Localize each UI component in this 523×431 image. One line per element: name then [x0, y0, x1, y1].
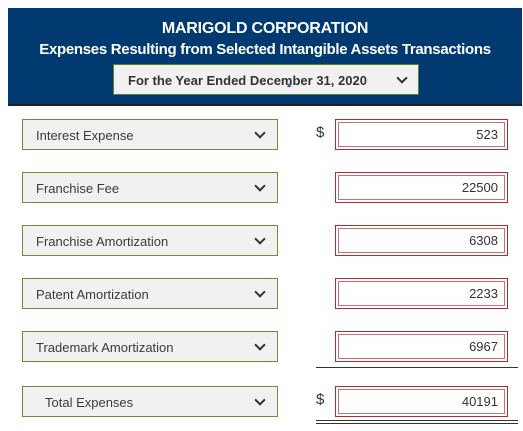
chevron-down-icon	[254, 394, 266, 406]
amount-input[interactable]: 523	[335, 119, 508, 150]
amount-value: 6308	[469, 233, 498, 248]
chevron-down-icon	[396, 72, 408, 84]
amount-input[interactable]: 2233	[335, 278, 508, 309]
line-item-row: Franchise Amortization 6308	[0, 225, 523, 261]
line-item-select[interactable]: Franchise Fee	[22, 172, 278, 203]
total-label: Total Expenses	[45, 395, 134, 410]
amount-input-inner	[338, 228, 505, 253]
line-item-row: Patent Amortization 2233	[0, 278, 523, 314]
currency-symbol: $	[316, 124, 325, 141]
period-select[interactable]: For the Year Ended December 31, 2020	[113, 64, 419, 95]
statement-title: Expenses Resulting from Selected Intangi…	[39, 41, 491, 58]
amount-input[interactable]: 22500	[335, 172, 508, 203]
double-rule-bottom	[316, 423, 518, 424]
statement-header: MARIGOLD CORPORATION Expenses Resulting …	[8, 8, 522, 106]
line-item-row: Franchise Fee 22500	[0, 172, 523, 208]
amount-input-inner	[338, 175, 505, 200]
line-item-select[interactable]: Interest Expense	[22, 119, 278, 150]
line-item-select[interactable]: Franchise Amortization	[22, 225, 278, 256]
amount-value: 6967	[469, 339, 498, 354]
currency-symbol: $	[316, 391, 325, 408]
double-rule-top	[316, 420, 518, 421]
period-select-value: For the Year Ended December 31, 2020	[128, 73, 367, 88]
chevron-down-icon	[254, 180, 266, 192]
amount-value: 22500	[461, 180, 498, 195]
total-select[interactable]: Total Expenses	[22, 386, 278, 417]
line-item-select[interactable]: Patent Amortization	[22, 278, 278, 309]
chevron-down-icon	[254, 286, 266, 298]
line-item-row: Interest Expense $ 523	[0, 119, 523, 155]
amount-input[interactable]: 6308	[335, 225, 508, 256]
line-item-label: Patent Amortization	[36, 287, 149, 302]
line-item-select[interactable]: Trademark Amortization	[22, 331, 278, 362]
subtotal-rule	[316, 367, 518, 368]
amount-input-inner	[338, 389, 505, 414]
company-name: MARIGOLD CORPORATION	[161, 20, 369, 37]
chevron-down-icon	[254, 127, 266, 139]
amount-input[interactable]: 6967	[335, 331, 508, 362]
amount-value: 2233	[469, 286, 498, 301]
amount-input-inner	[338, 122, 505, 147]
line-item-label: Franchise Fee	[36, 181, 120, 196]
chevron-down-icon	[254, 339, 266, 351]
line-item-label: Franchise Amortization	[36, 234, 169, 249]
amount-input-inner	[338, 281, 505, 306]
chevron-down-icon	[254, 233, 266, 245]
total-amount-input[interactable]: 40191	[335, 386, 508, 417]
total-amount-value: 40191	[461, 394, 498, 409]
line-item-row: Trademark Amortization 6967	[0, 331, 523, 367]
line-item-label: Trademark Amortization	[36, 340, 174, 355]
total-row: Total Expenses $ 40191	[0, 386, 523, 422]
mouse-cursor-icon	[287, 83, 291, 87]
line-item-label: Interest Expense	[36, 128, 134, 143]
amount-value: 523	[476, 127, 498, 142]
amount-input-inner	[338, 334, 505, 359]
